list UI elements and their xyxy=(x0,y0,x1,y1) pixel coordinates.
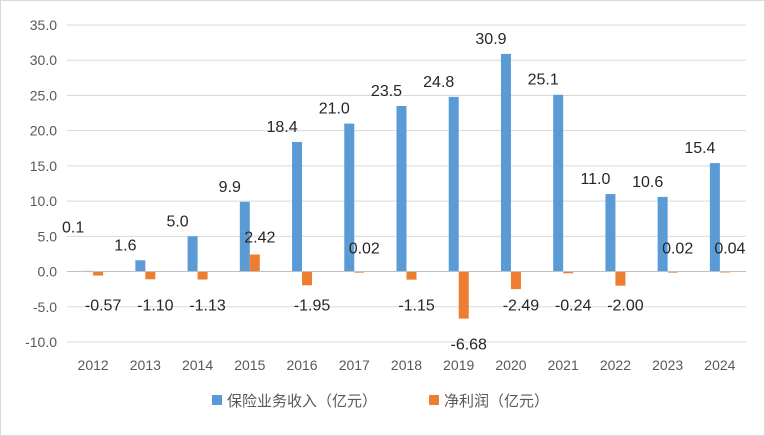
data-label-net-profit: -1.15 xyxy=(398,298,435,315)
bar-net-profit xyxy=(615,271,626,286)
data-label-insurance-revenue: 21.0 xyxy=(319,101,350,118)
x-tick-label: 2013 xyxy=(130,357,161,373)
x-tick-label: 2015 xyxy=(234,357,265,373)
x-tick-label: 2020 xyxy=(495,357,526,373)
x-tick-label: 2023 xyxy=(652,357,683,373)
data-label-net-profit: -1.13 xyxy=(189,298,226,315)
bar-insurance-revenue xyxy=(448,96,459,272)
bar-net-profit xyxy=(145,271,156,280)
data-label-insurance-revenue: 9.9 xyxy=(219,179,241,196)
bar-insurance-revenue xyxy=(239,201,250,272)
bar-insurance-revenue xyxy=(605,194,616,272)
bar-insurance-revenue xyxy=(657,196,668,272)
data-label-insurance-revenue: 15.4 xyxy=(684,140,715,157)
data-label-insurance-revenue: 5.0 xyxy=(166,213,188,230)
data-label-net-profit: -6.68 xyxy=(450,337,487,354)
y-tick-label: 20.0 xyxy=(30,123,57,139)
y-tick-label: 25.0 xyxy=(30,87,57,103)
data-label-net-profit: -0.57 xyxy=(85,298,122,315)
legend-swatch-net-profit xyxy=(429,395,439,405)
data-label-insurance-revenue: 0.1 xyxy=(62,219,84,236)
bar-insurance-revenue xyxy=(500,53,511,272)
legend: 保险业务收入（亿元） 净利润（亿元） xyxy=(212,392,549,410)
data-label-net-profit: -2.00 xyxy=(607,298,644,315)
legend-label-insurance-revenue: 保险业务收入（亿元） xyxy=(227,392,377,410)
x-tick-label: 2014 xyxy=(182,357,213,373)
data-label-insurance-revenue: 30.9 xyxy=(475,31,506,48)
bar-insurance-revenue xyxy=(553,94,564,272)
bar-net-profit xyxy=(302,271,313,286)
bar-net-profit xyxy=(458,271,469,319)
x-tick-label: 2024 xyxy=(704,357,735,373)
data-label-insurance-revenue: 1.6 xyxy=(114,237,136,254)
bar-net-profit xyxy=(563,271,574,274)
bar-insurance-revenue xyxy=(135,260,146,272)
y-tick-label: 5.0 xyxy=(38,228,58,244)
x-tick-label: 2021 xyxy=(548,357,579,373)
data-label-net-profit: -1.10 xyxy=(137,298,174,315)
data-label-net-profit: 0.02 xyxy=(662,241,693,258)
bar-net-profit xyxy=(510,271,521,290)
data-label-insurance-revenue: 10.6 xyxy=(632,174,663,191)
bar-insurance-revenue xyxy=(187,236,198,272)
legend-swatch-insurance-revenue xyxy=(212,395,222,405)
bar-net-profit xyxy=(406,271,417,280)
data-label-insurance-revenue: 25.1 xyxy=(528,72,559,89)
data-label-insurance-revenue: 23.5 xyxy=(371,83,402,100)
y-tick-label: 30.0 xyxy=(30,52,57,68)
bar-net-profit xyxy=(197,271,208,280)
data-label-net-profit: -0.24 xyxy=(555,298,592,315)
y-tick-label: -5.0 xyxy=(33,299,57,315)
x-tick-label: 2019 xyxy=(443,357,474,373)
x-tick-label: 2018 xyxy=(391,357,422,373)
y-tick-label: -10.0 xyxy=(25,334,57,350)
data-label-net-profit: -2.49 xyxy=(503,298,540,315)
y-tick-label: 10.0 xyxy=(30,193,57,209)
y-tick-label: 35.0 xyxy=(30,17,57,33)
data-label-net-profit: 0.04 xyxy=(714,241,745,258)
data-label-insurance-revenue: 24.8 xyxy=(423,74,454,91)
bars xyxy=(83,53,730,319)
y-tick-label: 0.0 xyxy=(38,264,58,280)
data-labels: 0.1 -0.57 1.6 -1.10 5.0 -1.13 9.9 2.42 18.4 -1.95… xyxy=(62,31,746,354)
x-tick-label: 2012 xyxy=(78,357,109,373)
y-tick-label: 15.0 xyxy=(30,158,57,174)
data-label-net-profit: 0.02 xyxy=(349,241,380,258)
data-label-insurance-revenue: 18.4 xyxy=(266,119,297,136)
bar-insurance-revenue xyxy=(709,163,720,272)
data-label-insurance-revenue: 11.0 xyxy=(580,171,610,188)
x-tick-label: 2016 xyxy=(286,357,317,373)
data-label-net-profit: 2.42 xyxy=(244,230,275,247)
bar-net-profit xyxy=(249,254,260,272)
y-axis-ticks: -10.0 -5.0 0.0 5.0 10.0 15.0 20.0 25.0 30.0 35.0 xyxy=(25,17,57,350)
legend-label-net-profit: 净利润（亿元） xyxy=(444,392,549,410)
x-axis-ticks: 2012 2013 2014 2015 2016 2017 2018 2019 2020 2021… xyxy=(78,357,736,373)
bar-insurance-revenue xyxy=(396,106,407,272)
data-label-net-profit: -1.95 xyxy=(294,298,331,315)
bar-insurance-revenue xyxy=(292,141,303,272)
x-tick-label: 2022 xyxy=(600,357,631,373)
x-tick-label: 2017 xyxy=(339,357,370,373)
bar-insurance-revenue xyxy=(344,123,355,272)
bar-net-profit xyxy=(93,271,104,276)
